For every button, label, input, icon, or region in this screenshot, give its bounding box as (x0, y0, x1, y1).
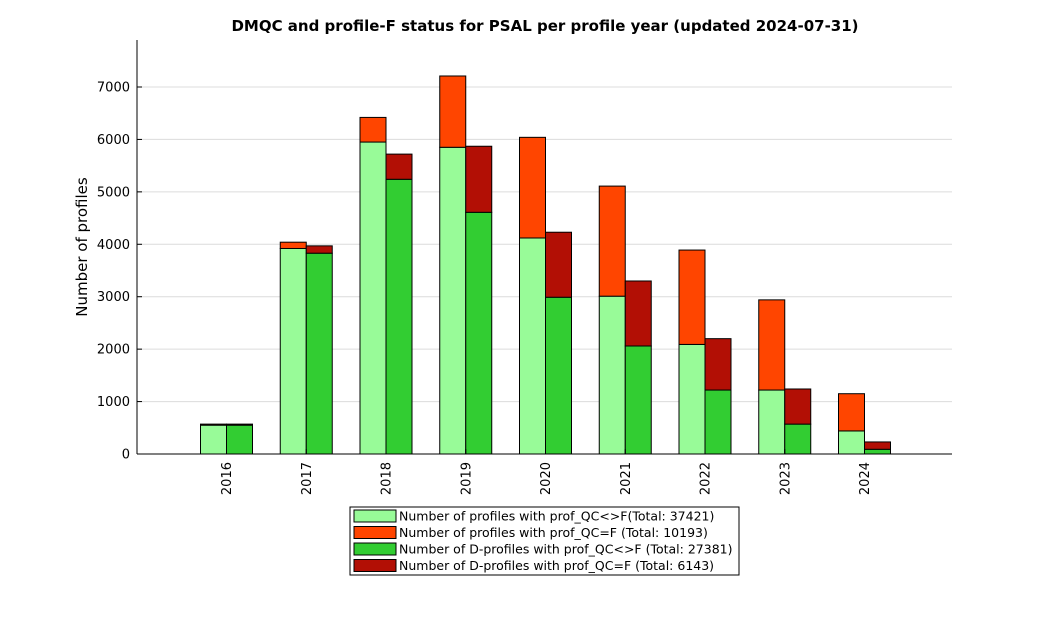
chart-title: DMQC and profile-F status for PSAL per p… (231, 17, 858, 35)
y-tick-label: 2000 (97, 343, 130, 358)
bar (359, 141, 387, 455)
bar (519, 237, 546, 455)
bar (838, 430, 865, 455)
legend-label: Number of D-profiles with prof_QC<>F (To… (399, 542, 732, 557)
bar (305, 252, 333, 455)
legend-label: Number of D-profiles with prof_QC=F (Tot… (399, 558, 714, 573)
bar (200, 424, 227, 455)
bar (200, 423, 227, 426)
x-tick-label: 2021 (619, 462, 634, 495)
x-ticks: 2016 2017 2018 2019 2020 2021 2022 2023 2024 (220, 449, 873, 495)
bar (359, 116, 387, 143)
legend-swatch (353, 559, 397, 572)
bar (704, 338, 732, 391)
bar (758, 389, 786, 455)
legend-label: Number of profiles with prof_QC<>F(Total… (399, 509, 714, 524)
legend-swatch (353, 509, 397, 523)
bar (305, 245, 333, 254)
bar (279, 247, 307, 455)
y-axis-label: Number of profiles (73, 177, 91, 317)
legend-box (349, 506, 740, 576)
legend-swatch (353, 526, 397, 539)
bars (200, 75, 891, 455)
y-tick-label: 5000 (97, 185, 130, 200)
bar (279, 241, 307, 249)
bar (439, 146, 467, 455)
bar (385, 178, 413, 455)
legend: Number of profiles with prof_QC<>F(Total… (349, 506, 740, 576)
x-tick-label: 2022 (699, 462, 714, 495)
bar (704, 389, 732, 455)
axes (136, 40, 952, 455)
bar (385, 153, 413, 180)
bar (784, 423, 812, 455)
bar (226, 423, 253, 426)
x-tick-label: 2024 (858, 462, 873, 495)
x-tick-label: 2017 (300, 462, 315, 495)
bar (758, 299, 786, 391)
bar (226, 424, 253, 455)
bar (598, 185, 626, 297)
bar (598, 295, 626, 455)
bar (784, 388, 812, 425)
legend-label: Number of profiles with prof_QC=F (Total… (399, 525, 708, 540)
y-tick-label: 7000 (97, 81, 130, 96)
x-tick-label: 2018 (380, 462, 395, 495)
bar (439, 75, 467, 148)
x-tick-label: 2016 (220, 462, 235, 495)
x-tick-label: 2023 (778, 462, 793, 495)
y-tick-label: 3000 (97, 290, 130, 305)
y-tick-label: 6000 (97, 133, 130, 148)
y-tick-label: 4000 (97, 238, 130, 253)
y-tick-label: 0 (122, 448, 130, 463)
x-tick-label: 2020 (539, 462, 554, 495)
bar (864, 448, 891, 455)
bar (838, 393, 865, 432)
legend-swatch (353, 542, 397, 556)
y-tick-label: 1000 (97, 395, 130, 410)
bar (519, 136, 546, 239)
bar (678, 343, 706, 455)
bar (864, 441, 891, 450)
y-ticks: 0 1000 2000 3000 4000 5000 6000 7000 (97, 81, 142, 463)
bar (624, 345, 652, 455)
bar (465, 145, 493, 213)
bar (678, 249, 706, 345)
bar (624, 280, 652, 347)
x-tick-label: 2019 (459, 462, 474, 495)
bar (545, 296, 572, 455)
bar (545, 231, 572, 298)
bar (465, 211, 493, 455)
